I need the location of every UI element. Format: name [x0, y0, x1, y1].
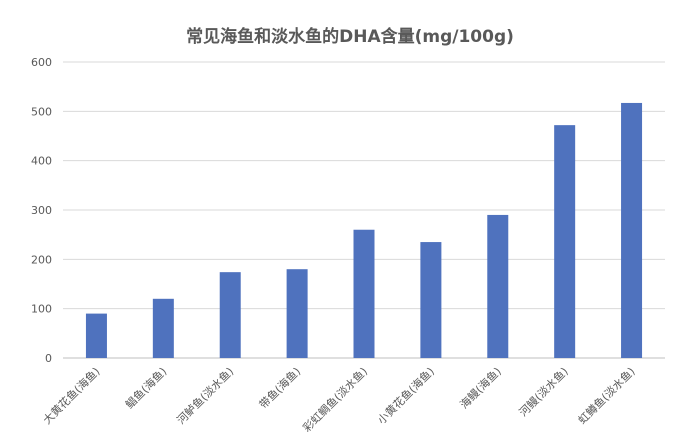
bar [487, 214, 509, 358]
x-category-label: 小黄花鱼(海鱼) [374, 364, 437, 427]
x-category-label: 鲳鱼(海鱼) [122, 364, 169, 411]
bar [152, 298, 174, 358]
x-category-label: 大黄花鱼(海鱼) [40, 364, 103, 427]
x-category-label: 带鱼(海鱼) [256, 364, 303, 411]
bar [286, 269, 308, 358]
bar [353, 229, 375, 358]
y-tick-label: 0 [45, 352, 52, 365]
y-tick-label: 300 [31, 204, 52, 217]
bar [219, 272, 241, 358]
bar [621, 102, 643, 359]
y-tick-label: 500 [31, 105, 52, 118]
bar [554, 125, 576, 358]
y-axis-ticks: 0 100 200 300 400 500 600 [31, 56, 52, 365]
x-axis-labels: 大黄花鱼(海鱼) 鲳鱼(海鱼) 河鲈鱼(淡水鱼) 带鱼(海鱼)彩虹鲷鱼(淡水鱼) 小黄花… [40, 364, 638, 434]
bar [85, 313, 107, 358]
y-tick-label: 400 [31, 155, 52, 168]
x-category-label: 河鳗(淡水鱼) [516, 364, 571, 419]
x-category-label: 彩虹鲷鱼(淡水鱼) [300, 364, 370, 434]
chart-title: 常见海鱼和淡水鱼的DHA含量(mg/100g) [186, 27, 514, 47]
x-category-label: 虹鳟鱼(淡水鱼) [575, 364, 638, 427]
y-tick-label: 100 [31, 303, 52, 316]
y-tick-label: 600 [31, 56, 52, 69]
x-category-label: 海鳗(海鱼) [457, 364, 504, 411]
bars [85, 102, 643, 359]
y-tick-label: 200 [31, 253, 52, 266]
x-category-label: 河鲈鱼(淡水鱼) [174, 364, 237, 427]
bar [420, 242, 442, 358]
